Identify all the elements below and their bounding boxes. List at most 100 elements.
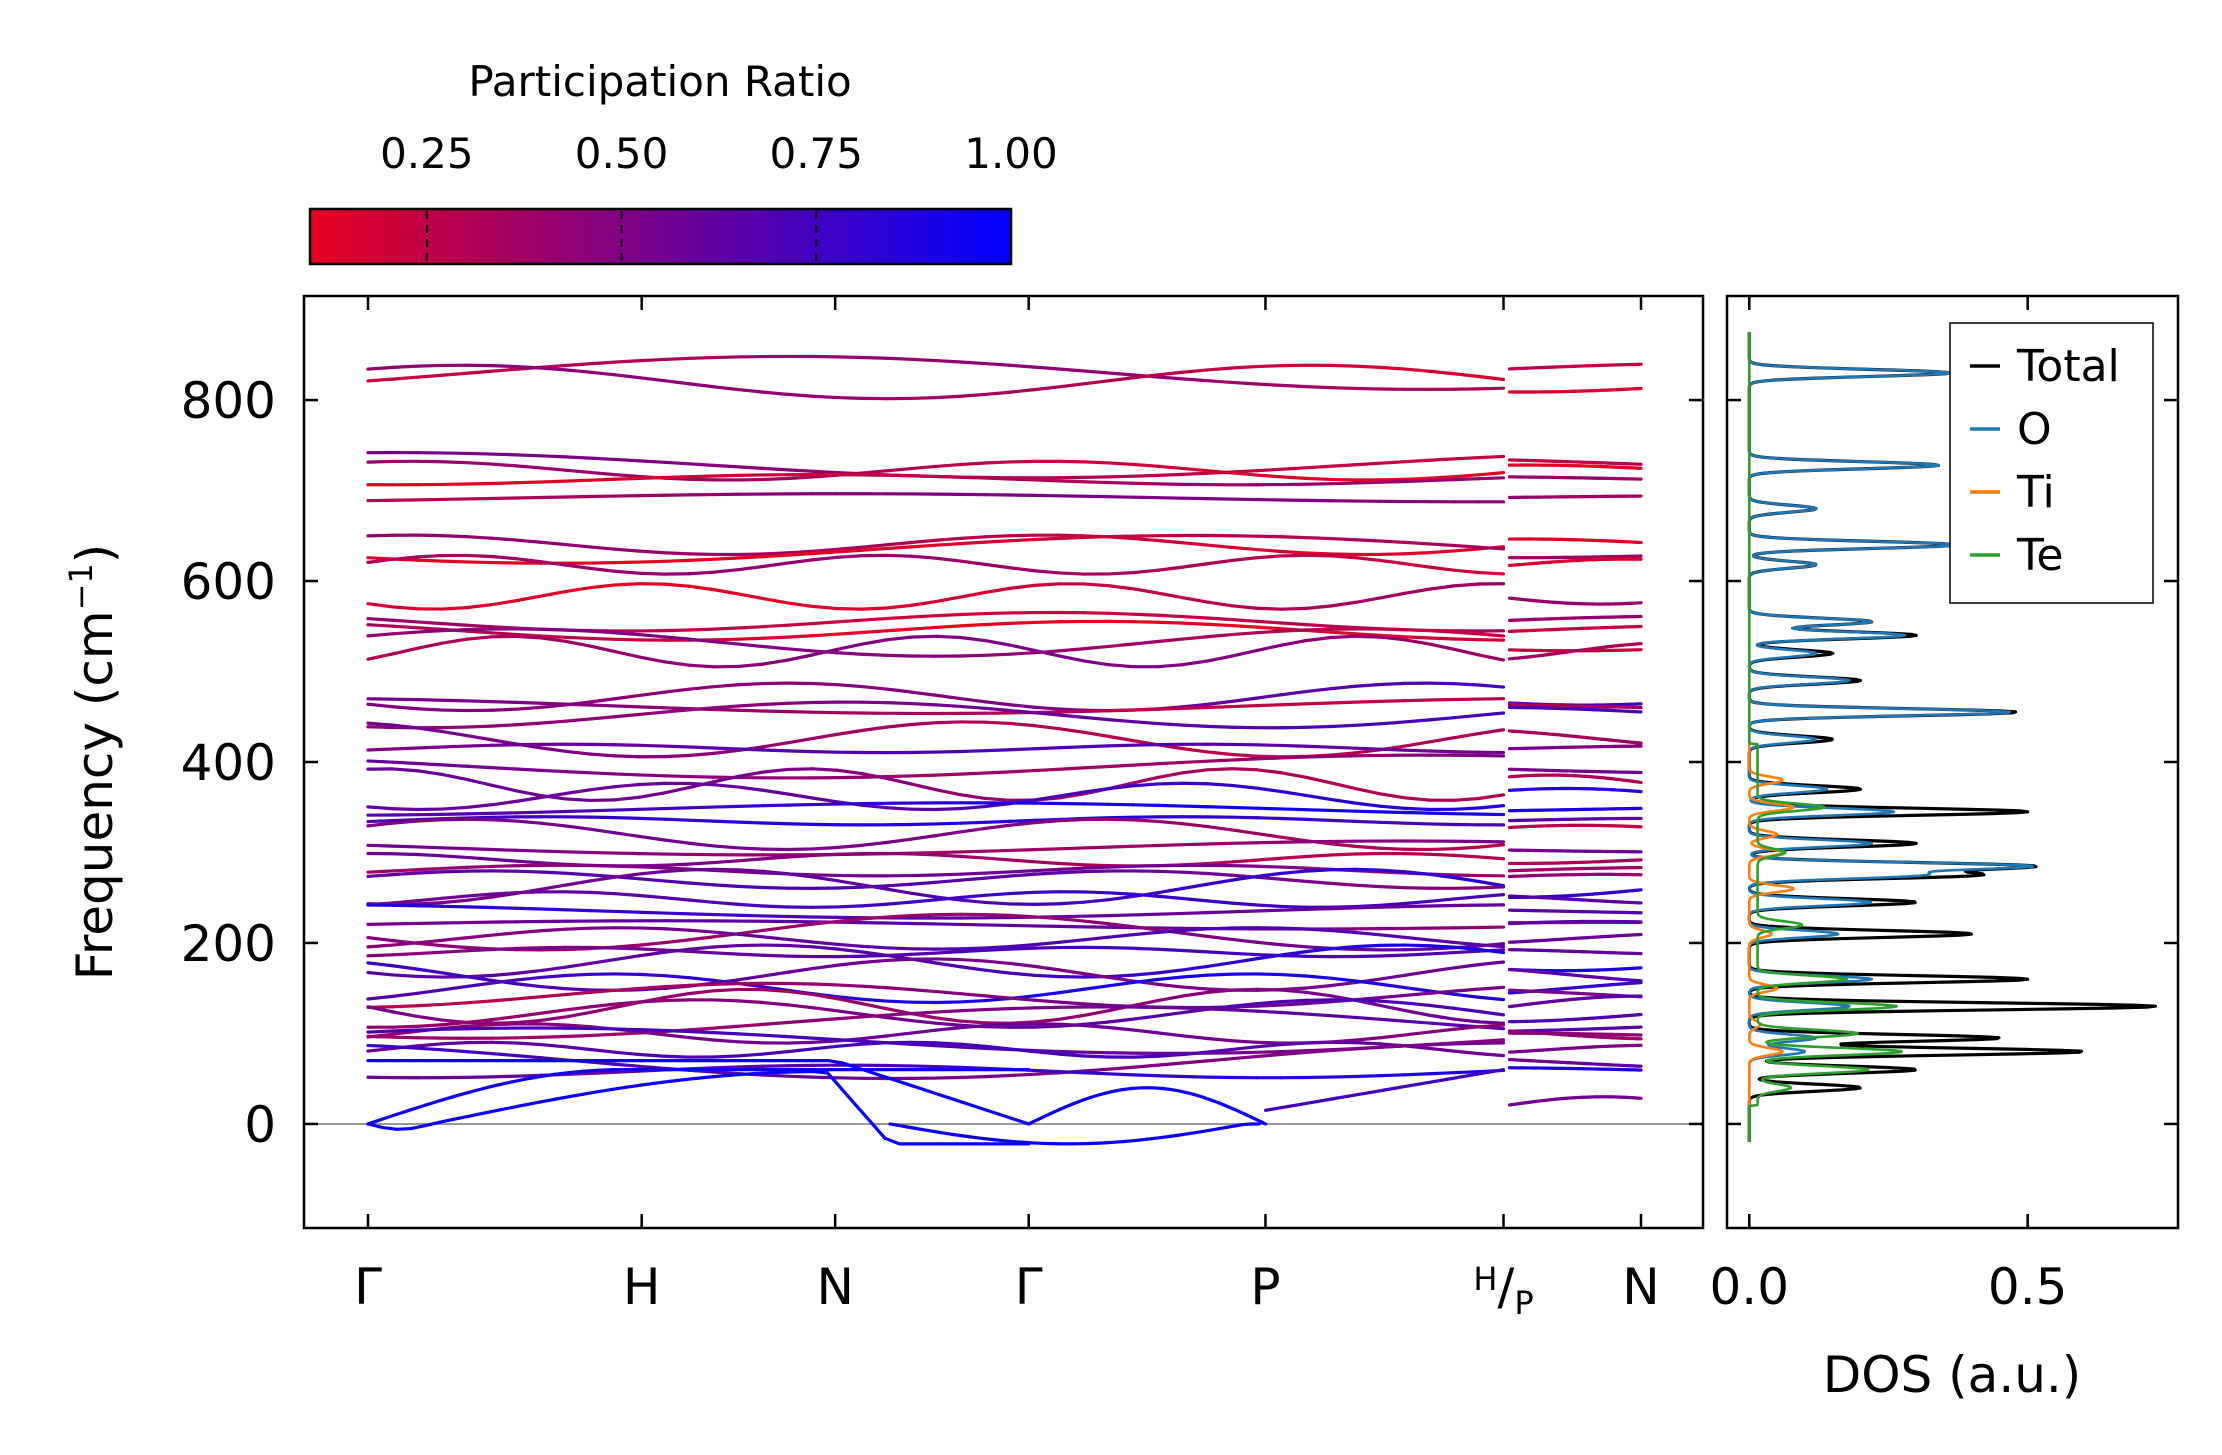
band-segment [1255,940,1283,947]
band-segment [1279,743,1308,748]
band-segment [1008,643,1037,653]
band-segment [539,719,568,725]
band-segment [366,869,395,874]
band-segment [395,1126,413,1131]
band-segment [1181,702,1209,709]
band-segment [613,946,642,951]
dos-y-ticks [1727,398,2178,1126]
band-segment [1329,463,1358,468]
band-segment [366,459,395,464]
band-segment [1008,533,1037,538]
band-segment [1403,635,1432,640]
band-segment [1403,985,1432,993]
band-segment [637,773,666,778]
band-segment [1329,684,1358,691]
band-segment [391,723,419,730]
band-segment [786,1047,814,1054]
band-segment [1255,473,1283,479]
band-segment [736,642,765,649]
band-segment [563,871,592,877]
band-segment [983,638,1012,647]
band-segment [711,1030,740,1036]
band-segment [1156,472,1185,477]
band-segment [613,864,642,869]
band-segment [736,902,765,908]
band-segment [1082,369,1111,375]
band-segment [465,603,494,610]
band-segment [1279,865,1308,870]
band-segment [366,747,395,752]
band-segment [884,774,913,779]
band-segment [539,965,568,973]
band-segment [1353,632,1382,637]
band-segment [440,1027,469,1031]
band-segment [1427,736,1456,744]
band-segment [1329,1074,1358,1079]
band-segment [366,936,395,943]
band-segment [1452,845,1481,851]
band-segment [736,820,765,825]
band-segment [835,606,864,611]
band-segment [637,972,666,978]
band-segment [391,868,419,873]
band-segment [860,997,888,1003]
band-segment [637,834,666,842]
band-x-tick-label: P [1250,1258,1280,1316]
band-segment [687,881,716,887]
band-x-tick-label: Γ [1015,1258,1043,1316]
band-segment [983,460,1012,465]
band-segment [786,621,814,627]
band-segment [835,997,864,1006]
band-segment [1378,1033,1407,1040]
band-segment [563,542,592,549]
band-segment [1403,952,1432,957]
band-segment [909,987,938,994]
band-segment [811,1069,830,1075]
band-segment [563,797,592,803]
band-segment [761,466,790,472]
band-segment [1279,1010,1308,1016]
band-segment [711,1054,740,1059]
band-segment [1255,1009,1283,1015]
band-segment [465,764,494,770]
band-segment [1427,1042,1456,1047]
band-segment [958,360,987,366]
band-segment [786,653,814,662]
band-segment [1131,892,1160,898]
band-segment [514,890,543,895]
band-segment [1403,852,1432,856]
band-segment [1032,620,1061,625]
band-segment [588,785,617,792]
band-segment [1329,980,1358,988]
band-segment [1255,840,1283,845]
band-segment [1452,945,1481,952]
band-segment [465,847,494,852]
band-segment [613,909,642,914]
band-segment [563,628,592,633]
band-segment [1230,828,1259,836]
band-segment [514,364,543,370]
band-segment [1477,386,1506,391]
band-segment [1279,535,1308,540]
band-segment [1403,806,1432,812]
band-segment [1477,632,1506,638]
band-segment [489,1051,518,1058]
band-segment [415,818,444,823]
band-segment [835,904,864,909]
band-segment [1403,947,1432,952]
band-segment [637,877,666,883]
band-segment [1279,854,1308,860]
band-segment [761,914,790,919]
band-segment [668,1078,686,1083]
band-segment [409,1123,428,1131]
band-segment [1403,748,1432,753]
band-segment [736,1064,765,1069]
band-segment [1279,689,1308,697]
band-segment [909,396,938,401]
band-segment [687,1026,716,1032]
band-segment [510,1077,528,1084]
band-segment [1452,873,1481,878]
band-segment [637,1028,666,1033]
band-segment [1008,1047,1037,1054]
band-segment [687,627,716,632]
